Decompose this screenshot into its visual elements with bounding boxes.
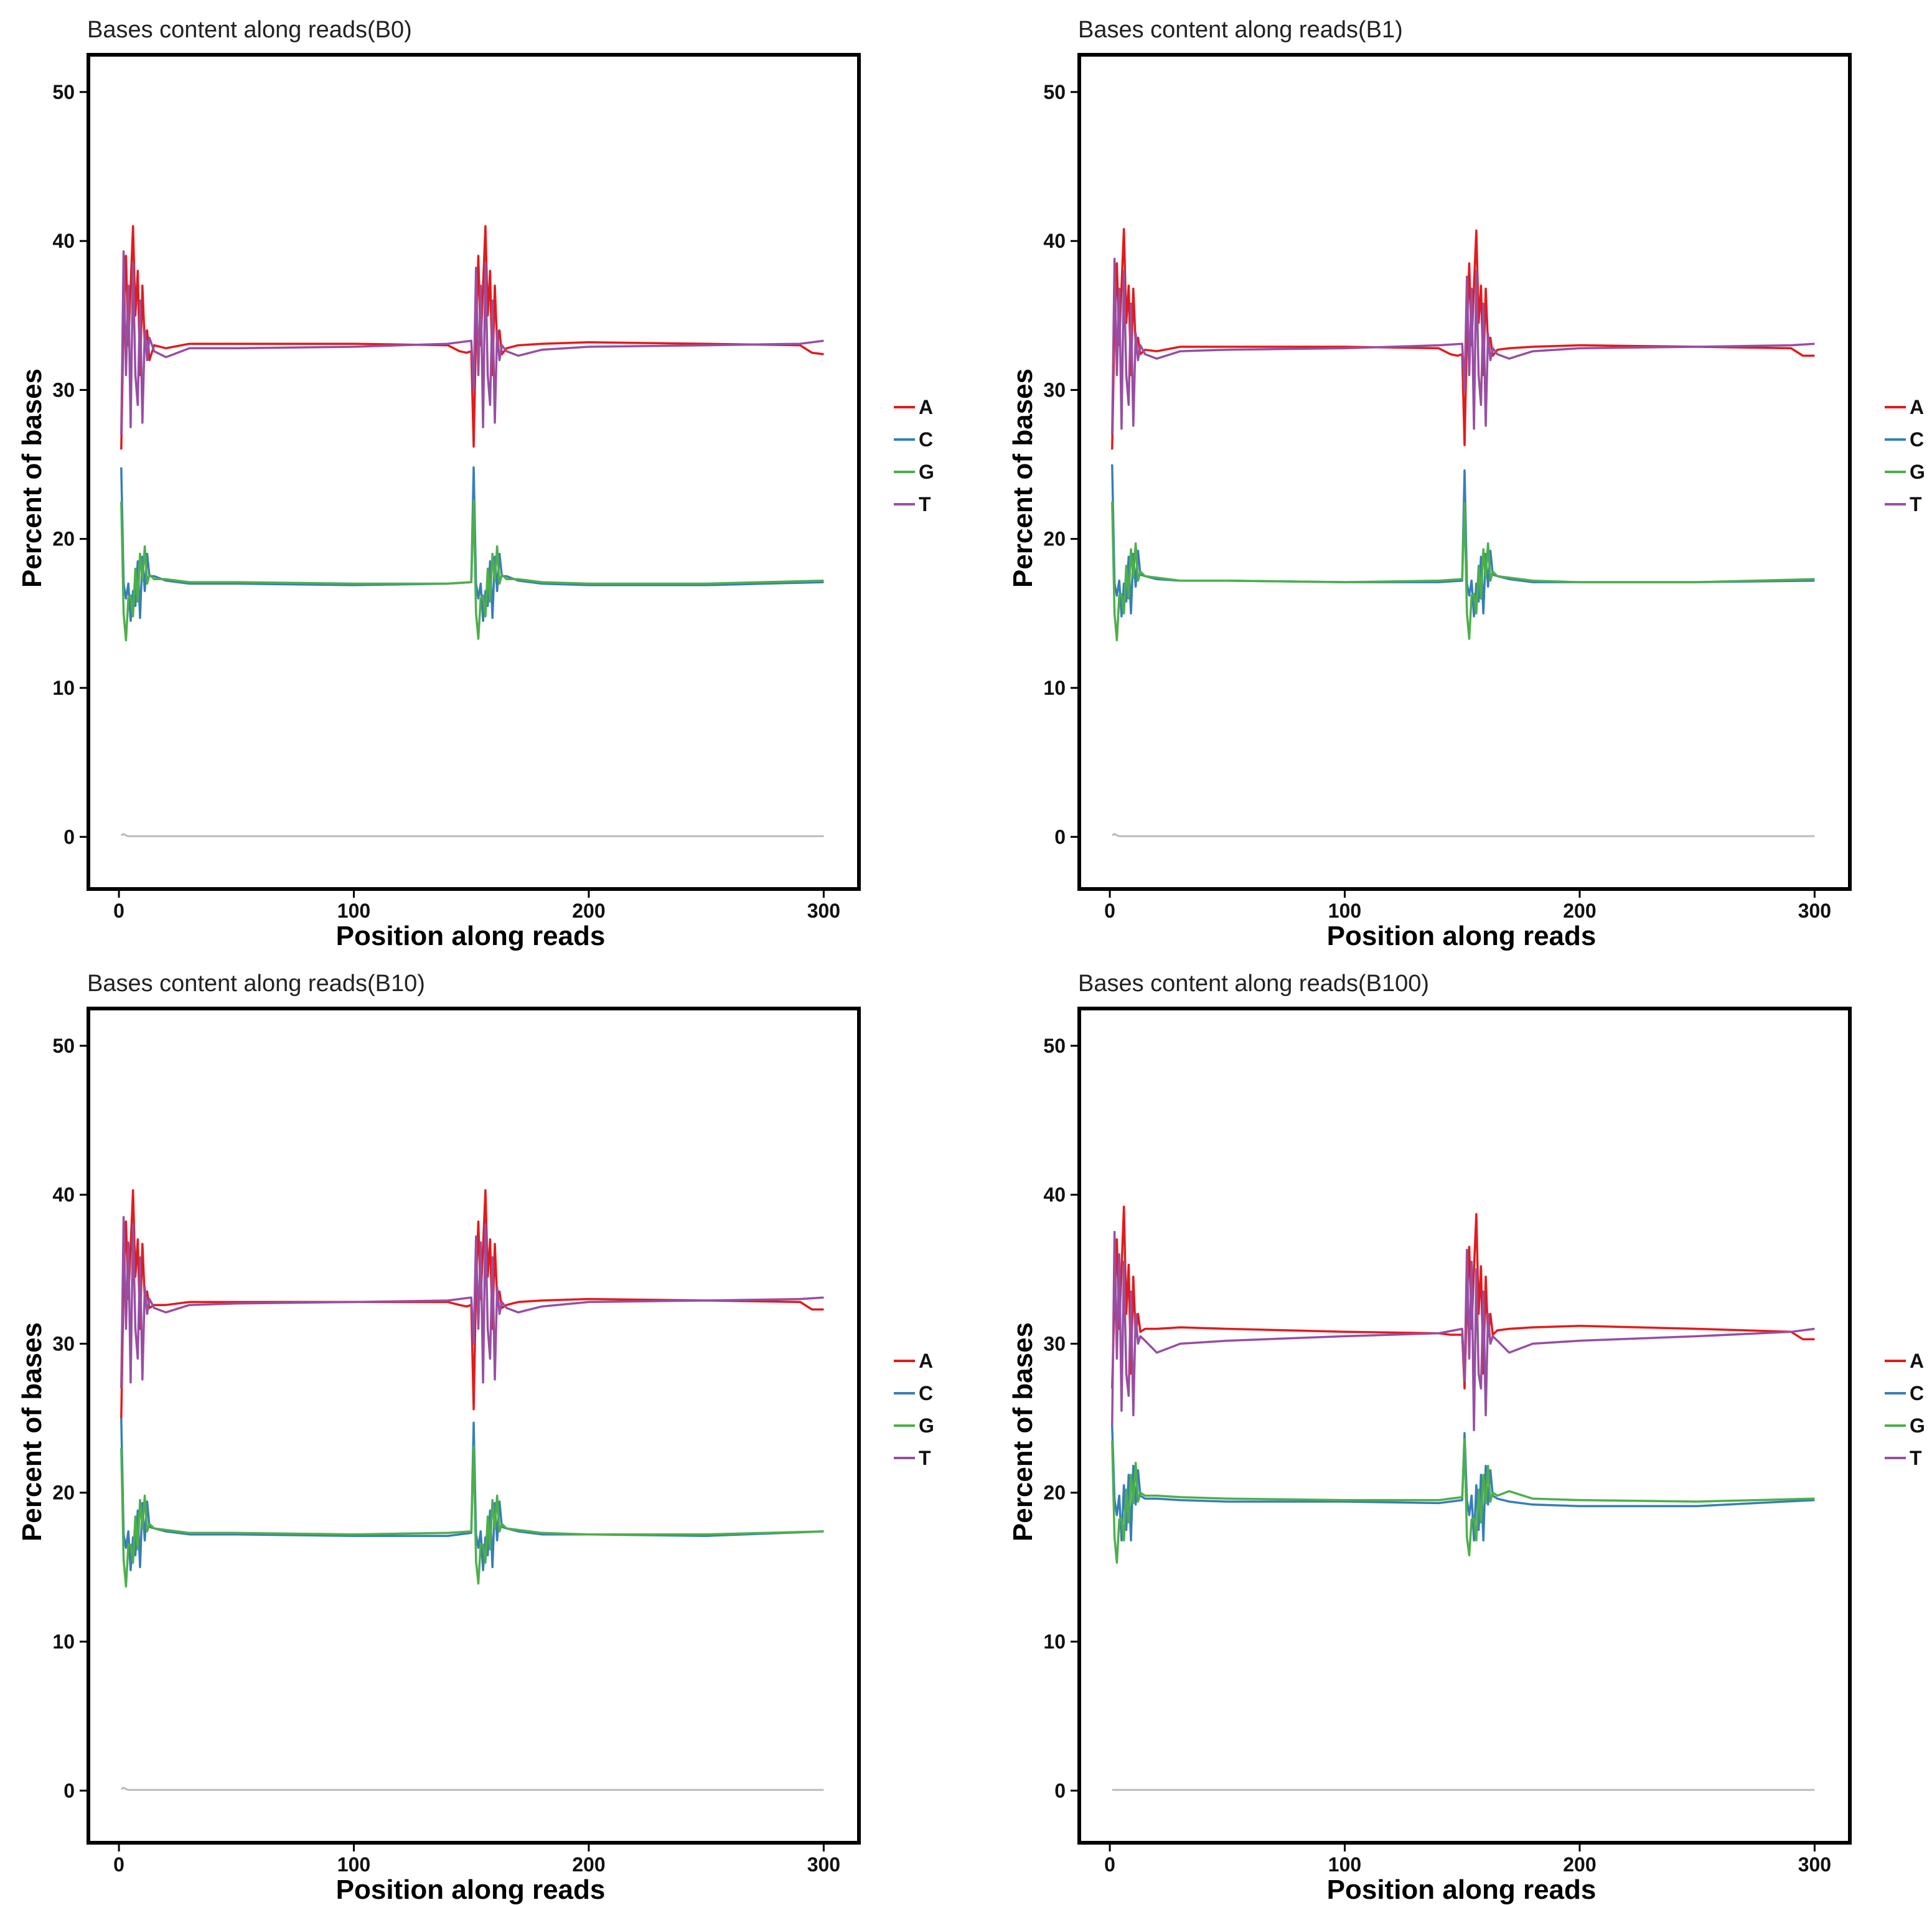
legend-label-t: T	[919, 1447, 931, 1469]
legend-label-t: T	[1910, 493, 1922, 515]
legend-label-a: A	[1910, 396, 1924, 418]
series-line-t	[1111, 258, 1815, 435]
y-tick-label: 20	[1043, 528, 1066, 550]
plot-frame	[87, 1007, 861, 1845]
x-tick-label: 0	[113, 1853, 124, 1876]
series-line-n	[120, 1787, 824, 1791]
y-tick-label: 40	[52, 1183, 75, 1206]
y-tick-label: 40	[1043, 230, 1066, 252]
chart-title: Bases content along reads(B0)	[87, 17, 412, 43]
x-axis-title: Position along reads	[1327, 1874, 1597, 1905]
y-tick-label: 0	[1054, 1779, 1066, 1802]
series-line-t	[1111, 1231, 1815, 1431]
series-line-n	[120, 833, 824, 837]
x-tick-label: 200	[572, 900, 605, 922]
x-axis-title: Position along reads	[1327, 921, 1597, 951]
series-line-g	[120, 1445, 824, 1588]
chart-panel-2: Bases content along reads(B1) 0 10 20 30 40 50…	[1008, 17, 1925, 951]
legend-label-a: A	[1910, 1350, 1924, 1372]
legend-label-t: T	[1910, 1447, 1922, 1469]
series-line-a	[1111, 228, 1815, 450]
legend-label-t: T	[919, 493, 931, 515]
series-line-t	[120, 250, 824, 435]
y-tick-label: 10	[1043, 677, 1066, 699]
y-tick-label: 10	[52, 1630, 75, 1653]
y-tick-label: 0	[1054, 826, 1066, 848]
x-tick-label: 100	[337, 900, 370, 922]
x-tick-label: 200	[572, 1853, 605, 1876]
series-line-g	[1111, 1437, 1815, 1564]
y-tick-label: 50	[52, 81, 75, 103]
legend-label-c: C	[919, 428, 933, 451]
y-tick-label: 50	[52, 1035, 75, 1057]
y-tick-label: 40	[1043, 1183, 1066, 1206]
plot-frame	[1077, 53, 1852, 891]
y-axis-title: Percent of bases	[1008, 1322, 1038, 1541]
x-tick-label: 200	[1563, 900, 1596, 922]
y-axis-title: Percent of bases	[17, 369, 47, 588]
legend-label-c: C	[919, 1382, 933, 1404]
chart-panel-1: Bases content along reads(B0) 0 10 20 30 40 50…	[17, 17, 934, 951]
y-axis-title: Percent of bases	[17, 1322, 47, 1541]
series-line-t	[120, 1216, 824, 1389]
y-tick-label: 20	[52, 1482, 75, 1504]
y-tick-label: 0	[63, 1779, 75, 1802]
plot-frame	[87, 53, 861, 891]
x-tick-label: 0	[113, 900, 124, 922]
legend-label-g: G	[1910, 461, 1925, 483]
chart-panel-4: Bases content along reads(B100) 0 10 20 30 40…	[1008, 971, 1925, 1905]
y-tick-label: 0	[63, 826, 75, 848]
legend-label-g: G	[919, 461, 934, 483]
series-line-a	[120, 225, 824, 450]
legend-label-c: C	[1910, 428, 1924, 451]
y-tick-label: 30	[1043, 1332, 1066, 1355]
legend-label-g: G	[919, 1414, 934, 1437]
legend-label-c: C	[1910, 1382, 1924, 1404]
x-tick-label: 300	[1798, 1853, 1831, 1876]
y-axis-title: Percent of bases	[1008, 369, 1038, 588]
x-tick-label: 100	[337, 1853, 370, 1876]
x-tick-label: 300	[807, 900, 840, 922]
plot-frame	[1077, 1007, 1852, 1845]
x-tick-label: 300	[1798, 900, 1831, 922]
x-tick-label: 100	[1328, 1853, 1361, 1876]
x-axis-title: Position along reads	[336, 1874, 606, 1905]
chart-title: Bases content along reads(B100)	[1078, 971, 1429, 997]
y-tick-label: 10	[1043, 1630, 1066, 1653]
x-tick-label: 300	[807, 1853, 840, 1876]
chart-title: Bases content along reads(B10)	[87, 971, 425, 997]
x-axis-title: Position along reads	[336, 921, 606, 951]
y-tick-label: 20	[1043, 1482, 1066, 1504]
chart-title: Bases content along reads(B1)	[1078, 17, 1403, 43]
y-tick-label: 20	[52, 528, 75, 550]
y-tick-label: 50	[1043, 1035, 1066, 1057]
series-line-g	[1111, 501, 1815, 642]
y-tick-label: 50	[1043, 81, 1066, 103]
legend-label-a: A	[919, 1350, 933, 1372]
x-tick-label: 100	[1328, 900, 1361, 922]
legend-label-g: G	[1910, 1414, 1925, 1437]
x-tick-label: 0	[1104, 900, 1115, 922]
y-tick-label: 10	[52, 677, 75, 699]
y-tick-label: 40	[52, 230, 75, 252]
y-tick-label: 30	[52, 379, 75, 401]
chart-panel-3: Bases content along reads(B10) 0 10 20 30 40 5…	[17, 971, 934, 1905]
series-line-g	[120, 499, 824, 642]
x-tick-label: 0	[1104, 1853, 1115, 1876]
x-tick-label: 200	[1563, 1853, 1596, 1876]
series-line-n	[1111, 833, 1815, 837]
legend-label-a: A	[919, 396, 933, 418]
y-tick-label: 30	[1043, 379, 1066, 401]
y-tick-label: 30	[52, 1332, 75, 1355]
